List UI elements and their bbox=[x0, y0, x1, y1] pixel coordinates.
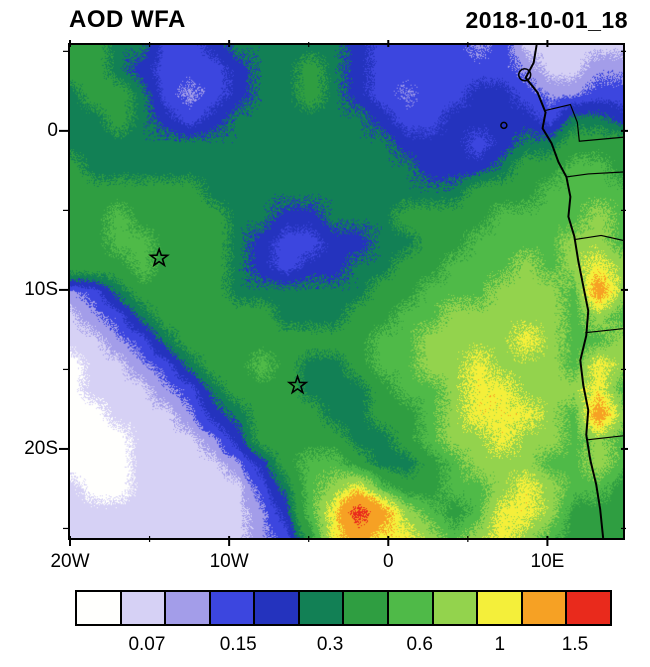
map-overlay bbox=[148, 45, 623, 538]
colorbar-cell bbox=[431, 592, 477, 624]
y-tick-label: 20S bbox=[24, 437, 58, 459]
colorbar-cell bbox=[77, 592, 120, 624]
colorbar-cell bbox=[565, 592, 610, 624]
colorbar-cell bbox=[520, 592, 566, 624]
country-borders bbox=[545, 103, 623, 441]
colorbar-tick-label: 1 bbox=[494, 634, 506, 655]
colorbar-cell bbox=[387, 592, 432, 624]
colorbar-cell bbox=[164, 592, 209, 624]
star-marker bbox=[148, 246, 170, 268]
y-tick-label: 0 bbox=[47, 119, 58, 141]
colorbar-cell bbox=[297, 592, 343, 624]
aod-field-canvas bbox=[70, 45, 623, 538]
colorbar-cell bbox=[342, 592, 388, 624]
colorbar-cell bbox=[119, 592, 165, 624]
colorbar bbox=[75, 590, 612, 626]
colorbar-tick-label: 0.3 bbox=[316, 634, 344, 655]
x-tick-label: 0 bbox=[382, 551, 394, 572]
colorbar-tick-label: 0.15 bbox=[219, 634, 257, 655]
star-marker bbox=[286, 373, 309, 395]
colorbar-cell bbox=[208, 592, 254, 624]
x-tick-label: 20W bbox=[50, 551, 90, 572]
plot-title: AOD WFA bbox=[69, 6, 186, 33]
colorbar-tick-label: 0.6 bbox=[406, 634, 433, 655]
x-tick-label: 10W bbox=[209, 551, 249, 572]
x-tick-label: 10E bbox=[530, 551, 565, 572]
y-tick-label: 10S bbox=[24, 278, 58, 300]
station-markers bbox=[148, 246, 309, 395]
coastline-path bbox=[524, 45, 605, 538]
date-label: 2018-10-01_18 bbox=[465, 7, 628, 33]
map-plot-area bbox=[68, 43, 625, 540]
colorbar-cell bbox=[253, 592, 298, 624]
colorbar-cell bbox=[476, 592, 521, 624]
colorbar-tick-label: 0.07 bbox=[128, 634, 166, 655]
colorbar-tick-label: 1.5 bbox=[561, 634, 589, 655]
island-outlines bbox=[500, 68, 532, 130]
